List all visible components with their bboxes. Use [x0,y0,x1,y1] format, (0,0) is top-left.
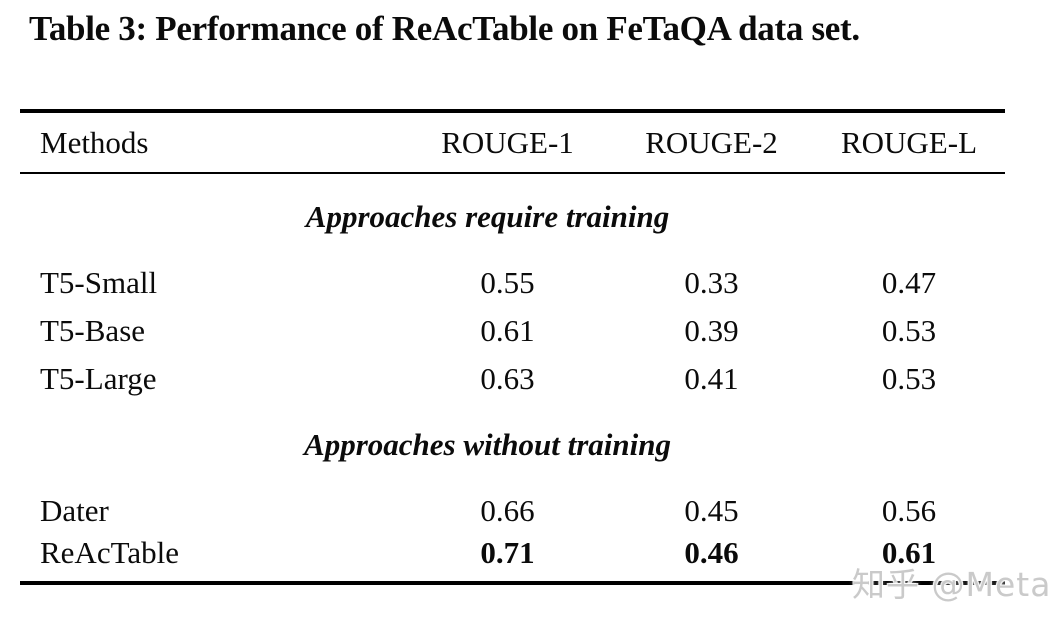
table-row: T5-Base 0.61 0.39 0.53 [20,307,1005,355]
table-row-reactable: ReAcTable 0.71 0.46 0.61 [20,535,1005,583]
method-name: T5-Base [40,313,146,348]
rouge2-value: 0.39 [684,313,739,348]
rougel-value: 0.61 [881,535,937,570]
table-caption: Table 3: Performance of ReAcTable on FeT… [29,9,860,48]
results-table: Methods ROUGE-1 ROUGE-2 ROUGE-L Approach… [20,109,1005,585]
method-name: ReAcTable [40,535,179,570]
column-header-rouge1: ROUGE-1 [405,111,610,174]
column-header-rouge2: ROUGE-2 [610,111,813,174]
rouge2-value: 0.46 [684,535,739,570]
table-row: Dater 0.66 0.45 0.56 [20,487,1005,535]
rouge1-value: 0.71 [480,535,535,570]
rougel-value: 0.53 [881,313,937,348]
table-row: T5-Small 0.55 0.33 0.47 [20,259,1005,307]
rougel-value: 0.56 [881,493,937,528]
rougel-value: 0.53 [881,361,937,396]
rouge2-value: 0.45 [684,493,739,528]
table-row: T5-Large 0.63 0.41 0.53 [20,355,1005,403]
method-name: T5-Large [40,361,157,396]
rouge1-value: 0.61 [480,313,535,348]
section-header-label: Approaches require training [305,198,670,234]
rouge1-value: 0.63 [480,361,535,396]
rouge2-value: 0.41 [684,361,739,396]
table-header-row: Methods ROUGE-1 ROUGE-2 ROUGE-L [20,111,1005,174]
method-name: T5-Small [40,265,158,300]
column-header-methods: Methods [20,111,405,174]
method-name: Dater [40,493,109,528]
zhihu-watermark: 知乎 @Meta [852,565,1052,604]
rougel-value: 0.47 [881,265,937,300]
section-header-require-training: Approaches require training [20,173,1005,259]
rouge1-value: 0.66 [480,493,535,528]
rouge2-value: 0.33 [684,265,739,300]
section-header-without-training: Approaches without training [20,403,1005,487]
section-header-label: Approaches without training [304,427,671,462]
rouge1-value: 0.55 [480,265,535,300]
column-header-rougel: ROUGE-L [813,111,1005,174]
